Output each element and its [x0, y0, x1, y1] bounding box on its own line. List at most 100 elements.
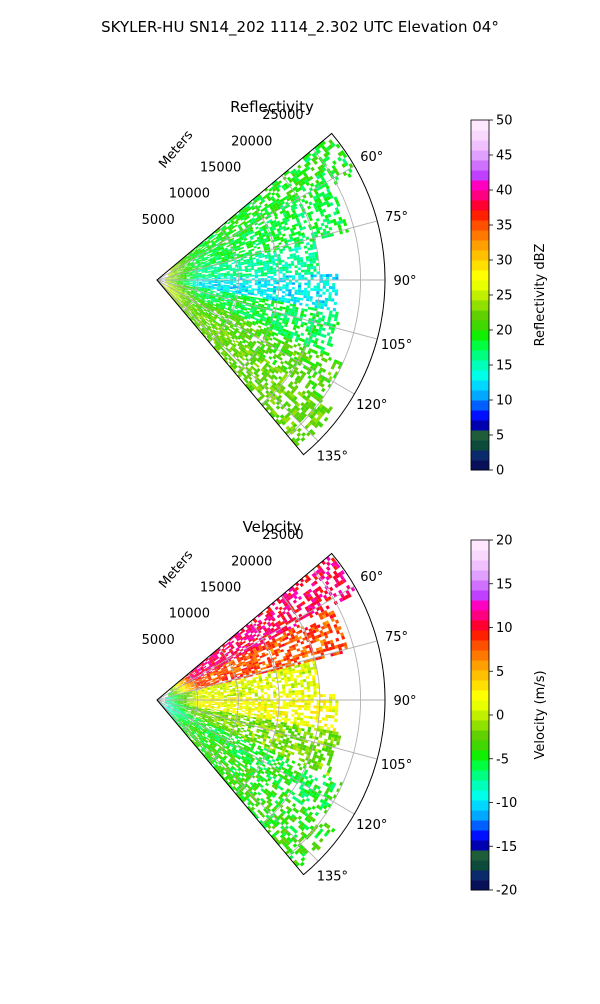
- reflectivity-gate: [236, 283, 239, 285]
- reflectivity-gate: [242, 282, 245, 284]
- reflectivity-gate: [293, 253, 297, 256]
- reflectivity-gate: [224, 276, 227, 277]
- reflectivity-gate: [298, 283, 301, 286]
- reflectivity-gate: [304, 270, 307, 273]
- reflectivity-gate: [279, 286, 282, 288]
- reflectivity-gate: [233, 281, 236, 283]
- reflectivity-gate: [303, 262, 306, 265]
- reflectivity-gate: [324, 301, 328, 304]
- reflectivity-gate: [276, 308, 280, 311]
- reflectivity-gate: [249, 273, 252, 275]
- reflectivity-gate: [282, 234, 286, 237]
- reflectivity-gate: [255, 226, 259, 229]
- reflectivity-ppi-plot: 60°75°90°105°120°135°5000100001500020000…: [142, 108, 417, 464]
- reflectivity-gate: [278, 242, 282, 245]
- reflectivity-gate: [335, 292, 338, 295]
- reflectivity-gate: [193, 278, 196, 279]
- reflectivity-gate: [236, 273, 239, 275]
- reflectivity-gate: [290, 303, 294, 306]
- reflectivity-range-tick-label: 20000: [231, 134, 272, 149]
- reflectivity-gate: [313, 266, 316, 269]
- reflectivity-colorbar-swatch: [471, 190, 489, 201]
- velocity-gate: [259, 662, 263, 665]
- reflectivity-gate: [298, 290, 301, 293]
- reflectivity-gate: [307, 291, 310, 294]
- reflectivity-colorbar-swatch: [471, 260, 489, 271]
- reflectivity-gate: [280, 318, 284, 321]
- reflectivity-gate: [323, 274, 326, 277]
- reflectivity-gate: [207, 254, 210, 256]
- reflectivity-gate: [202, 278, 205, 279]
- reflectivity-gate: [303, 220, 307, 224]
- reflectivity-gate: [239, 273, 242, 275]
- reflectivity-colorbar-tick-label: 20: [496, 324, 513, 339]
- reflectivity-gate: [263, 263, 266, 265]
- reflectivity-gate: [213, 291, 216, 293]
- reflectivity-gate: [323, 286, 326, 289]
- reflectivity-gate: [224, 275, 227, 276]
- reflectivity-gate: [263, 291, 266, 293]
- reflectivity-gate: [315, 355, 319, 359]
- reflectivity-gate: [227, 277, 230, 278]
- reflectivity-gate: [255, 271, 258, 273]
- reflectivity-gate: [273, 268, 276, 270]
- reflectivity-gate: [327, 371, 331, 376]
- reflectivity-gate: [207, 322, 210, 325]
- reflectivity-gate: [215, 282, 218, 283]
- reflectivity-gate: [312, 255, 316, 258]
- reflectivity-gate: [282, 291, 285, 294]
- reflectivity-gate: [241, 247, 245, 250]
- reflectivity-gate: [307, 264, 310, 267]
- reflectivity-gate: [288, 289, 291, 292]
- reflectivity-gate: [272, 263, 275, 265]
- reflectivity-angle-tick-label: 90°: [393, 274, 416, 289]
- reflectivity-gate: [332, 283, 335, 286]
- reflectivity-gate: [251, 288, 254, 290]
- reflectivity-gate: [276, 405, 280, 409]
- reflectivity-gate: [260, 295, 263, 297]
- reflectivity-gate: [263, 267, 266, 269]
- velocity-gate: [260, 668, 264, 671]
- reflectivity-range-tick-label: 10000: [169, 187, 210, 202]
- reflectivity-gate: [208, 284, 211, 285]
- reflectivity-gate: [283, 284, 286, 286]
- reflectivity-gate: [264, 303, 268, 306]
- reflectivity-gate: [303, 295, 306, 298]
- reflectivity-gate: [264, 284, 267, 286]
- reflectivity-gate: [251, 290, 254, 292]
- reflectivity-gate: [278, 263, 281, 266]
- reflectivity-gate: [233, 288, 236, 290]
- reflectivity-gate: [273, 270, 276, 272]
- velocity-gate: [257, 658, 261, 661]
- reflectivity-gate: [304, 290, 307, 293]
- reflectivity-gate: [239, 274, 242, 276]
- reflectivity-gate: [230, 283, 233, 284]
- reflectivity-colorbar-tick-label: 30: [496, 254, 513, 269]
- reflectivity-gate: [325, 298, 328, 301]
- reflectivity-gate: [236, 287, 239, 289]
- velocity-gate: [324, 590, 329, 595]
- reflectivity-gate: [214, 275, 217, 276]
- velocity-gate: [263, 667, 267, 670]
- velocity-gate: [296, 648, 300, 652]
- reflectivity-gate: [297, 343, 301, 347]
- reflectivity-gate: [300, 257, 304, 260]
- reflectivity-gate: [230, 276, 233, 277]
- reflectivity-gate: [293, 344, 297, 348]
- reflectivity-gate: [273, 290, 276, 292]
- reflectivity-gate: [230, 281, 233, 282]
- reflectivity-gate: [281, 260, 284, 263]
- reflectivity-gate: [270, 284, 273, 286]
- reflectivity-gate: [257, 247, 261, 250]
- reflectivity-colorbar-swatch: [471, 220, 489, 231]
- reflectivity-gate: [286, 285, 289, 287]
- reflectivity-gate: [217, 317, 220, 320]
- reflectivity-gate: [248, 286, 251, 288]
- reflectivity-gate: [321, 388, 326, 393]
- reflectivity-panel: Reflectivity 60°75°90°105°120°135°500010…: [142, 98, 548, 479]
- reflectivity-gate: [304, 309, 308, 312]
- reflectivity-gate: [233, 284, 236, 286]
- reflectivity-gate: [292, 275, 295, 277]
- reflectivity-gate: [326, 274, 329, 277]
- reflectivity-colorbar-swatch: [471, 380, 489, 391]
